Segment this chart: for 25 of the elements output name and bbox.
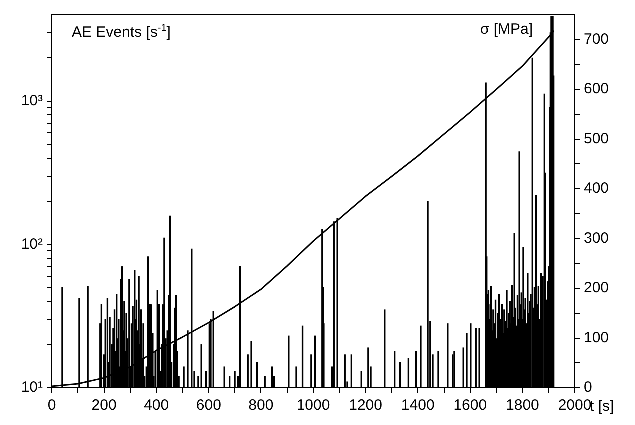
x-tick-label: 1400 [401, 397, 435, 414]
y-tick-label: 10³ [21, 92, 43, 110]
x-tick-label: 200 [92, 397, 117, 414]
y2-tick-label: 100 [584, 329, 610, 346]
y2-tick-label: 500 [584, 130, 610, 148]
x-tick-label: 400 [144, 397, 170, 414]
x-tick-label: 1600 [454, 397, 488, 414]
x-tick-label: 2000 [558, 397, 592, 414]
y2-tick-label: 400 [584, 180, 610, 198]
x-tick-label: 1000 [296, 397, 330, 414]
y2-tick-label: 600 [584, 80, 610, 98]
x-tick-label: 0 [48, 397, 56, 414]
y-tick-label: 10¹ [21, 379, 43, 396]
y-tick-label: 10² [21, 236, 43, 253]
x-tick-label: 1800 [506, 397, 540, 414]
y2-tick-label: 200 [584, 280, 610, 297]
y2-tick-label: 300 [584, 230, 610, 247]
x-tick-label: 600 [196, 397, 222, 414]
y2-axis-title: σ [MPa] [480, 21, 533, 38]
x-tick-label: 1200 [349, 397, 382, 414]
x-axis-title: t [s] [590, 398, 614, 415]
y2-tick-label: 0 [584, 379, 592, 396]
y2-tick-label: 700 [584, 31, 610, 48]
y-axis-title: AE Events [s$^{-1}$] [72, 23, 171, 41]
x-tick-label: 800 [248, 397, 274, 414]
